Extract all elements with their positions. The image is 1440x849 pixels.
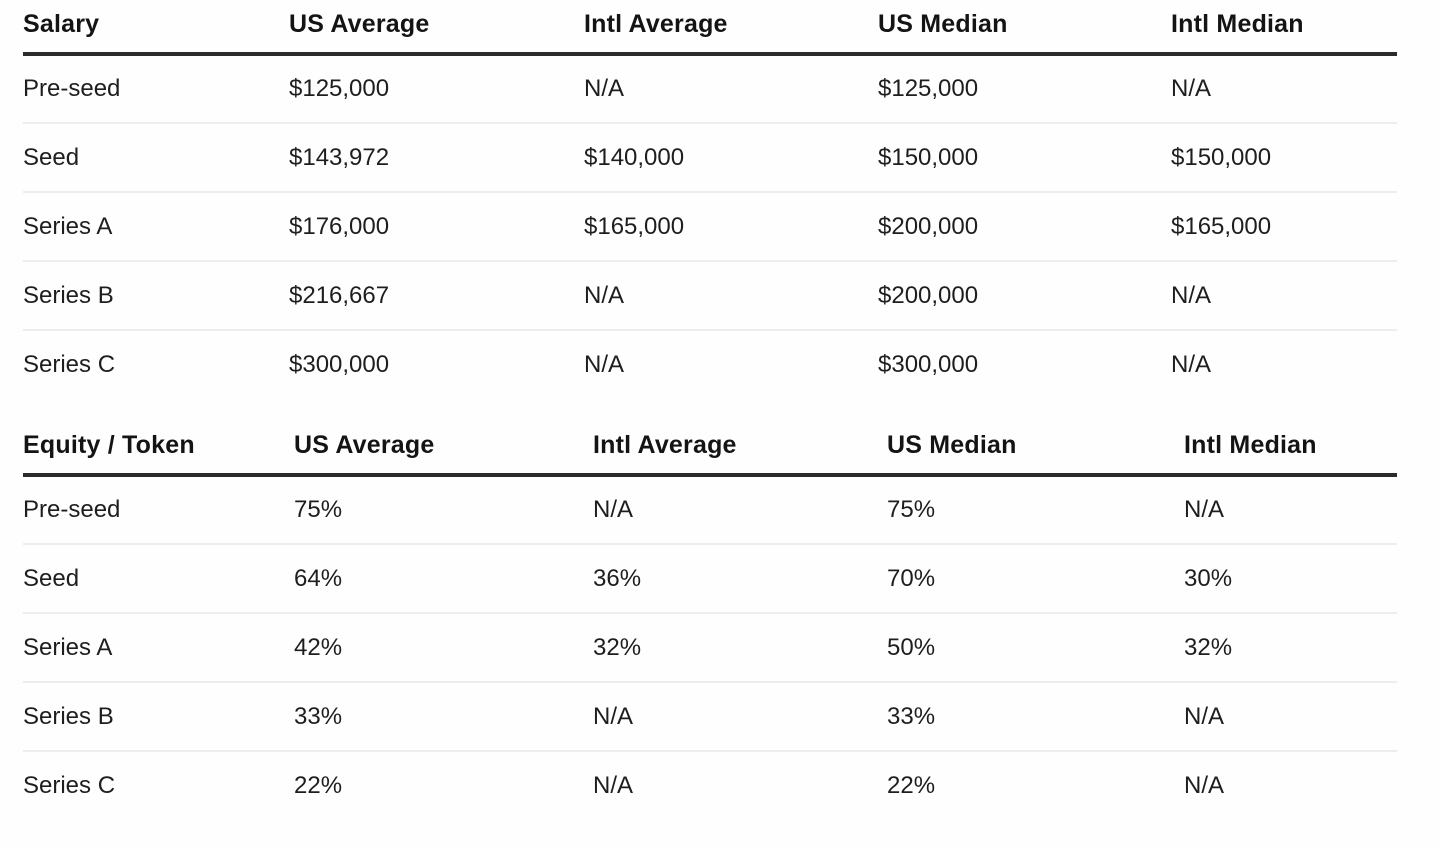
table-row-seed: Seed 64% 36% 70% 30%	[23, 544, 1397, 614]
table-row-seed: Seed $143,972 $140,000 $150,000 $150,000	[23, 123, 1397, 193]
row-label: Series C	[23, 772, 116, 799]
table-cell: $150,000	[878, 123, 1171, 193]
table-row-series-a: Series A 42% 32% 50% 32%	[23, 613, 1397, 683]
table-row-series-b: Series B $216,667 N/A $200,000 N/A	[23, 261, 1397, 331]
row-label: Series C	[23, 351, 116, 378]
row-label: Pre-seed	[23, 54, 289, 124]
table-cell: $176,000	[289, 192, 584, 262]
table-cell: 64%	[294, 544, 593, 614]
table-cell: 36%	[593, 544, 887, 614]
table-cell: N/A	[593, 772, 634, 799]
table-cell: 22%	[887, 772, 936, 799]
table-cell: N/A	[1171, 54, 1397, 124]
table-cell: 70%	[887, 544, 1184, 614]
table-cell: N/A	[584, 54, 878, 124]
table-cell: $300,000	[878, 351, 979, 378]
row-label: Series A	[23, 192, 289, 262]
column-header-intl-median: Intl Median	[1184, 421, 1397, 477]
row-label: Seed	[23, 123, 289, 193]
table-cell: N/A	[1184, 475, 1397, 545]
table-cell: $200,000	[878, 192, 1171, 262]
row-label: Series A	[23, 613, 294, 683]
row-label: Pre-seed	[23, 475, 294, 545]
equity-token-table: Equity / Token US Average Intl Average U…	[23, 421, 1397, 820]
table-cell: 75%	[294, 475, 593, 545]
table-cell: 50%	[887, 613, 1184, 683]
column-header-intl-average: Intl Average	[584, 0, 878, 56]
table-cell: $165,000	[1171, 192, 1397, 262]
table-cell: $125,000	[878, 54, 1171, 124]
table-cell: $300,000	[289, 351, 390, 378]
table-cell: $140,000	[584, 123, 878, 193]
table-cell: N/A	[1171, 261, 1397, 331]
table-cell: N/A	[1184, 682, 1397, 752]
table-cell: 32%	[593, 613, 887, 683]
table-cell: $125,000	[289, 54, 584, 124]
table-cell: 32%	[1184, 613, 1397, 683]
table-cell: 42%	[294, 613, 593, 683]
column-header-intl-average: Intl Average	[593, 421, 887, 477]
table-row-series-c: Series C $300,000 N/A $300,000 N/A	[23, 330, 1397, 399]
table-cell: $143,972	[289, 123, 584, 193]
table-cell: N/A	[593, 475, 887, 545]
column-header-salary: Salary	[23, 0, 289, 56]
table-cell: 33%	[294, 682, 593, 752]
salary-table: Salary US Average Intl Average US Median…	[23, 0, 1397, 399]
table-cell: $216,667	[289, 261, 584, 331]
salary-table-header-row: Salary US Average Intl Average US Median…	[23, 0, 1397, 56]
table-cell: 33%	[887, 682, 1184, 752]
table-cell: N/A	[584, 351, 625, 378]
column-header-us-average: US Average	[289, 0, 584, 56]
column-header-us-average: US Average	[294, 421, 593, 477]
column-header-us-median: US Median	[878, 0, 1171, 56]
row-label: Series B	[23, 682, 294, 752]
table-row-pre-seed: Pre-seed 75% N/A 75% N/A	[23, 475, 1397, 545]
table-cell: N/A	[1184, 772, 1225, 799]
table-cell: $165,000	[584, 192, 878, 262]
table-cell: 30%	[1184, 544, 1397, 614]
table-cell: $150,000	[1171, 123, 1397, 193]
table-row-series-b: Series B 33% N/A 33% N/A	[23, 682, 1397, 752]
table-row-series-c: Series C 22% N/A 22% N/A	[23, 751, 1397, 820]
table-cell: N/A	[1171, 351, 1212, 378]
compensation-tables-page: Salary US Average Intl Average US Median…	[23, 0, 1397, 820]
table-cell: N/A	[593, 682, 887, 752]
table-cell: 75%	[887, 475, 1184, 545]
equity-table-header-row: Equity / Token US Average Intl Average U…	[23, 421, 1397, 477]
column-header-intl-median: Intl Median	[1171, 0, 1397, 56]
table-row-pre-seed: Pre-seed $125,000 N/A $125,000 N/A	[23, 54, 1397, 124]
table-cell: N/A	[584, 261, 878, 331]
table-cell: 22%	[294, 772, 343, 799]
column-header-us-median: US Median	[887, 421, 1184, 477]
row-label: Seed	[23, 544, 294, 614]
row-label: Series B	[23, 261, 289, 331]
table-row-series-a: Series A $176,000 $165,000 $200,000 $165…	[23, 192, 1397, 262]
table-cell: $200,000	[878, 261, 1171, 331]
column-header-equity-token: Equity / Token	[23, 421, 294, 477]
